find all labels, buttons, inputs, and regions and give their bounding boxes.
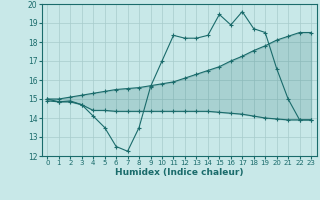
X-axis label: Humidex (Indice chaleur): Humidex (Indice chaleur) — [115, 168, 244, 177]
